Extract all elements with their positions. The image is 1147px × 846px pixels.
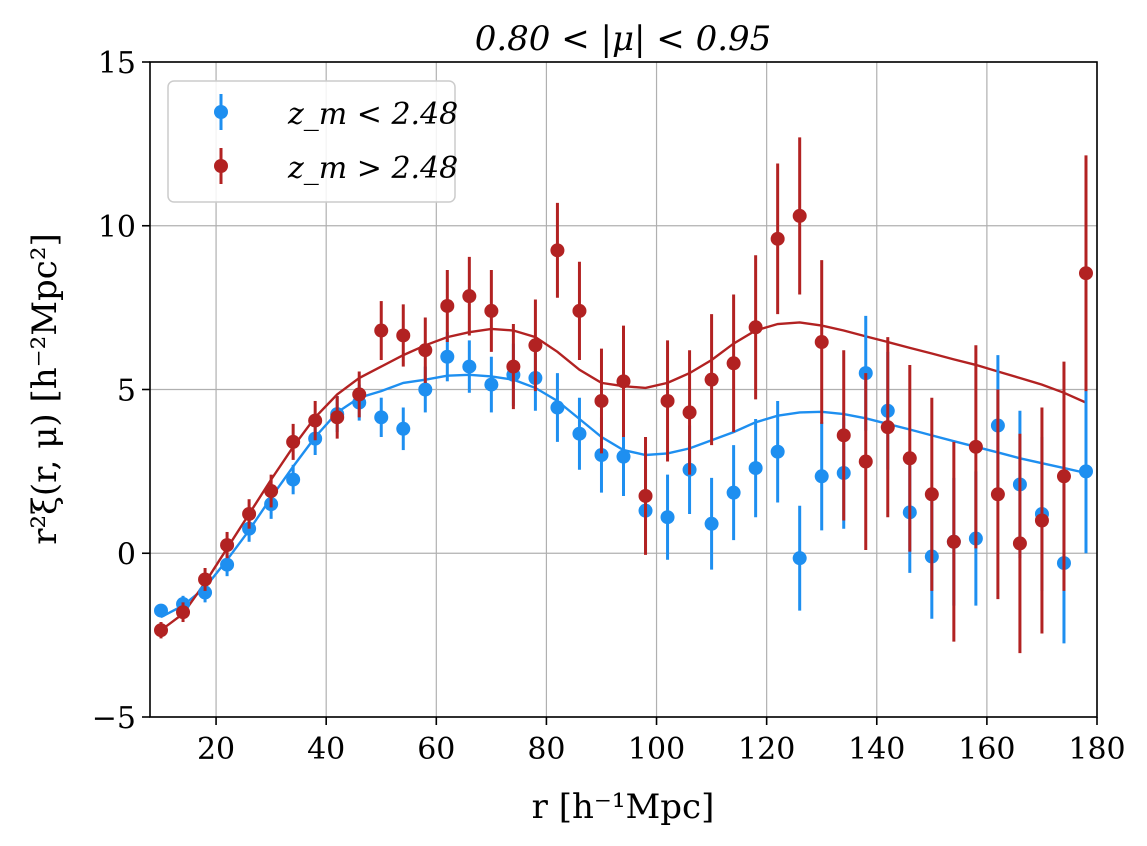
data-point (484, 303, 499, 318)
data-point (902, 451, 917, 466)
x-tick-label: 60 (417, 732, 455, 767)
x-tick-label: 180 (1068, 732, 1125, 767)
data-point (572, 303, 587, 318)
x-tick-label: 120 (738, 732, 795, 767)
data-point (308, 413, 323, 428)
data-point (748, 461, 763, 476)
y-tick-label: 0 (117, 537, 136, 572)
data-point (1078, 266, 1093, 281)
y-tick-label: −5 (92, 701, 136, 736)
x-tick-label: 100 (628, 732, 685, 767)
data-point (286, 434, 301, 449)
data-point (286, 472, 301, 487)
legend-label-series-0: z_m < 2.48 (287, 97, 458, 132)
data-point (792, 551, 807, 566)
legend-frame (167, 80, 456, 203)
data-point (726, 356, 741, 371)
data-point (506, 359, 521, 374)
data-point (154, 603, 169, 618)
data-point (792, 208, 807, 223)
legend-marker-series-0 (214, 105, 228, 119)
data-point (440, 349, 455, 364)
data-point (946, 534, 961, 549)
y-axis-label: r²ξ(r, μ) [h⁻²Mpc²] (25, 233, 65, 544)
data-point (704, 372, 719, 387)
data-point (572, 426, 587, 441)
data-point (660, 510, 675, 525)
data-point (1034, 513, 1049, 528)
data-point (594, 448, 609, 462)
data-point (330, 410, 345, 425)
data-point (616, 374, 631, 389)
data-point (154, 623, 169, 638)
axis-ticks: 20 40 60 80 100 120 140 160 180 −5 0 5 10 15 (92, 46, 1126, 767)
data-point (682, 405, 697, 420)
x-tick-label: 140 (848, 732, 905, 767)
x-tick-label: 160 (958, 732, 1015, 767)
data-point (1056, 469, 1071, 484)
data-point (528, 338, 543, 353)
data-point (990, 487, 1005, 502)
data-point (418, 382, 433, 397)
data-point (594, 393, 609, 408)
data-point (1078, 464, 1093, 479)
data-point (176, 605, 191, 620)
data-point (418, 343, 433, 358)
data-point (770, 231, 785, 246)
data-point (374, 410, 389, 425)
data-point (748, 320, 763, 335)
data-point (814, 469, 829, 484)
x-tick-label: 40 (307, 732, 345, 767)
data-point (858, 454, 873, 469)
data-point (220, 538, 235, 553)
chart-title: 0.80 < |μ| < 0.95 (475, 19, 772, 59)
data-point (616, 449, 631, 464)
data-point (814, 335, 829, 350)
data-point (462, 359, 477, 374)
legend-marker-series-1 (214, 159, 228, 173)
data-point (462, 289, 477, 304)
y-tick-label: 10 (98, 210, 136, 245)
legend-label-series-1: z_m > 2.48 (287, 151, 458, 186)
data-point (1012, 536, 1027, 551)
series-1 (154, 137, 1093, 654)
data-point (396, 421, 411, 436)
data-point (550, 400, 565, 415)
data-points (154, 137, 1093, 654)
data-point (704, 516, 719, 531)
data-point (484, 377, 499, 392)
data-point (638, 488, 653, 503)
y-tick-label: 5 (117, 374, 136, 409)
data-point (396, 328, 411, 343)
data-point (220, 557, 235, 572)
x-axis-label: r [h⁻¹Mpc] (532, 787, 715, 827)
data-point (924, 487, 939, 502)
data-point (968, 439, 983, 454)
data-point (440, 298, 455, 313)
data-point (726, 485, 741, 500)
data-point (198, 585, 213, 600)
x-tick-label: 20 (197, 732, 235, 767)
data-point (198, 572, 213, 587)
data-point (550, 243, 565, 258)
data-point (836, 428, 851, 443)
y-tick-label: 15 (98, 46, 136, 81)
data-point (264, 484, 279, 499)
data-point (374, 323, 389, 338)
data-point (242, 506, 257, 521)
x-tick-label: 80 (527, 732, 565, 767)
data-point (660, 393, 675, 408)
data-point (880, 420, 895, 435)
data-point (770, 444, 785, 459)
legend: z_m < 2.48 z_m > 2.48 (167, 80, 458, 203)
data-point (352, 387, 367, 402)
